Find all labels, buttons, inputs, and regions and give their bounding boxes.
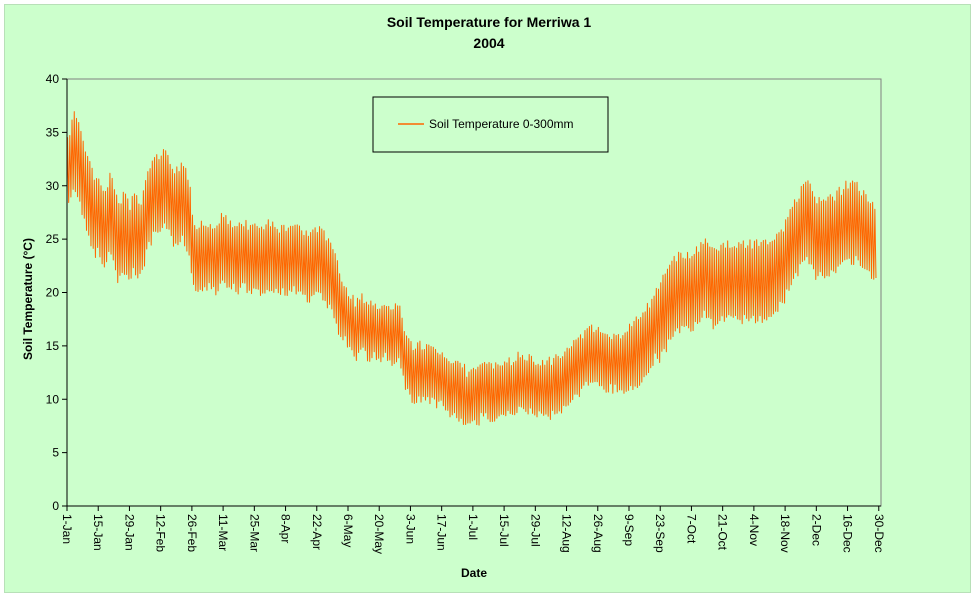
x-tick-label: 7-Oct	[684, 514, 698, 544]
x-tick-label: 6-May	[341, 514, 355, 547]
y-tick-label: 25	[46, 232, 60, 246]
x-tick-label: 15-Jul	[497, 514, 511, 547]
chart-subtitle: 2004	[473, 35, 504, 51]
legend: Soil Temperature 0-300mm	[372, 96, 609, 153]
x-tick-label: 12-Aug	[560, 514, 574, 553]
x-tick-label: 15-Jan	[91, 514, 105, 551]
x-tick-label: 29-Jul	[528, 514, 542, 547]
x-tick-label: 21-Oct	[716, 514, 730, 551]
x-axis-label: Date	[461, 566, 487, 580]
x-tick-label: 8-Apr	[279, 514, 293, 543]
x-tick-label: 25-Mar	[247, 514, 261, 552]
x-tick-label: 12-Feb	[154, 514, 168, 552]
x-tick-label: 16-Dec	[841, 514, 855, 553]
y-tick-label: 30	[46, 179, 60, 193]
x-tick-label: 29-Jan	[122, 514, 136, 551]
series-line	[66, 111, 877, 426]
soil-temperature-chart: Soil Temperature for Merriwa 1 2004 1-Ja…	[21, 14, 886, 580]
y-tick-label: 15	[46, 339, 60, 353]
x-tick-label: 1-Jan	[60, 514, 74, 544]
y-tick-label: 10	[46, 392, 60, 406]
y-tick-label: 20	[46, 286, 60, 300]
legend-label: Soil Temperature 0-300mm	[429, 117, 574, 131]
x-tick-label: 3-Jun	[403, 514, 417, 544]
y-axis-label: Soil Temperature (°C)	[21, 238, 35, 360]
x-tick-label: 18-Nov	[778, 514, 792, 553]
y-ticks: 0 5 10 15 20 25 30 35 40	[46, 72, 67, 513]
x-tick-label: 26-Feb	[185, 514, 199, 552]
y-tick-label: 35	[46, 125, 60, 139]
chart-title: Soil Temperature for Merriwa 1	[387, 14, 592, 30]
x-tick-label: 2-Dec	[809, 514, 823, 546]
series-layer	[66, 111, 877, 426]
y-tick-label: 40	[46, 72, 60, 86]
x-tick-label: 23-Sep	[653, 514, 667, 553]
x-tick-label: 17-Jun	[435, 514, 449, 551]
x-tick-label: 4-Nov	[747, 514, 761, 546]
y-tick-label: 5	[52, 446, 59, 460]
x-tick-label: 26-Aug	[591, 514, 605, 553]
x-tick-label: 30-Dec	[872, 514, 886, 553]
x-tick-label: 11-Mar	[216, 514, 230, 551]
x-tick-label: 20-May	[372, 514, 386, 554]
x-ticks: 1-Jan 15-Jan 29-Jan 12-Feb 26-Feb 11-Mar 25-Ma…	[60, 506, 886, 554]
x-tick-label: 9-Sep	[622, 514, 636, 546]
x-tick-label: 1-Jul	[466, 514, 480, 540]
x-tick-label: 22-Apr	[310, 514, 324, 550]
y-tick-label: 0	[52, 499, 59, 513]
chart-area: Soil Temperature for Merriwa 1 2004 1-Ja…	[4, 4, 971, 593]
